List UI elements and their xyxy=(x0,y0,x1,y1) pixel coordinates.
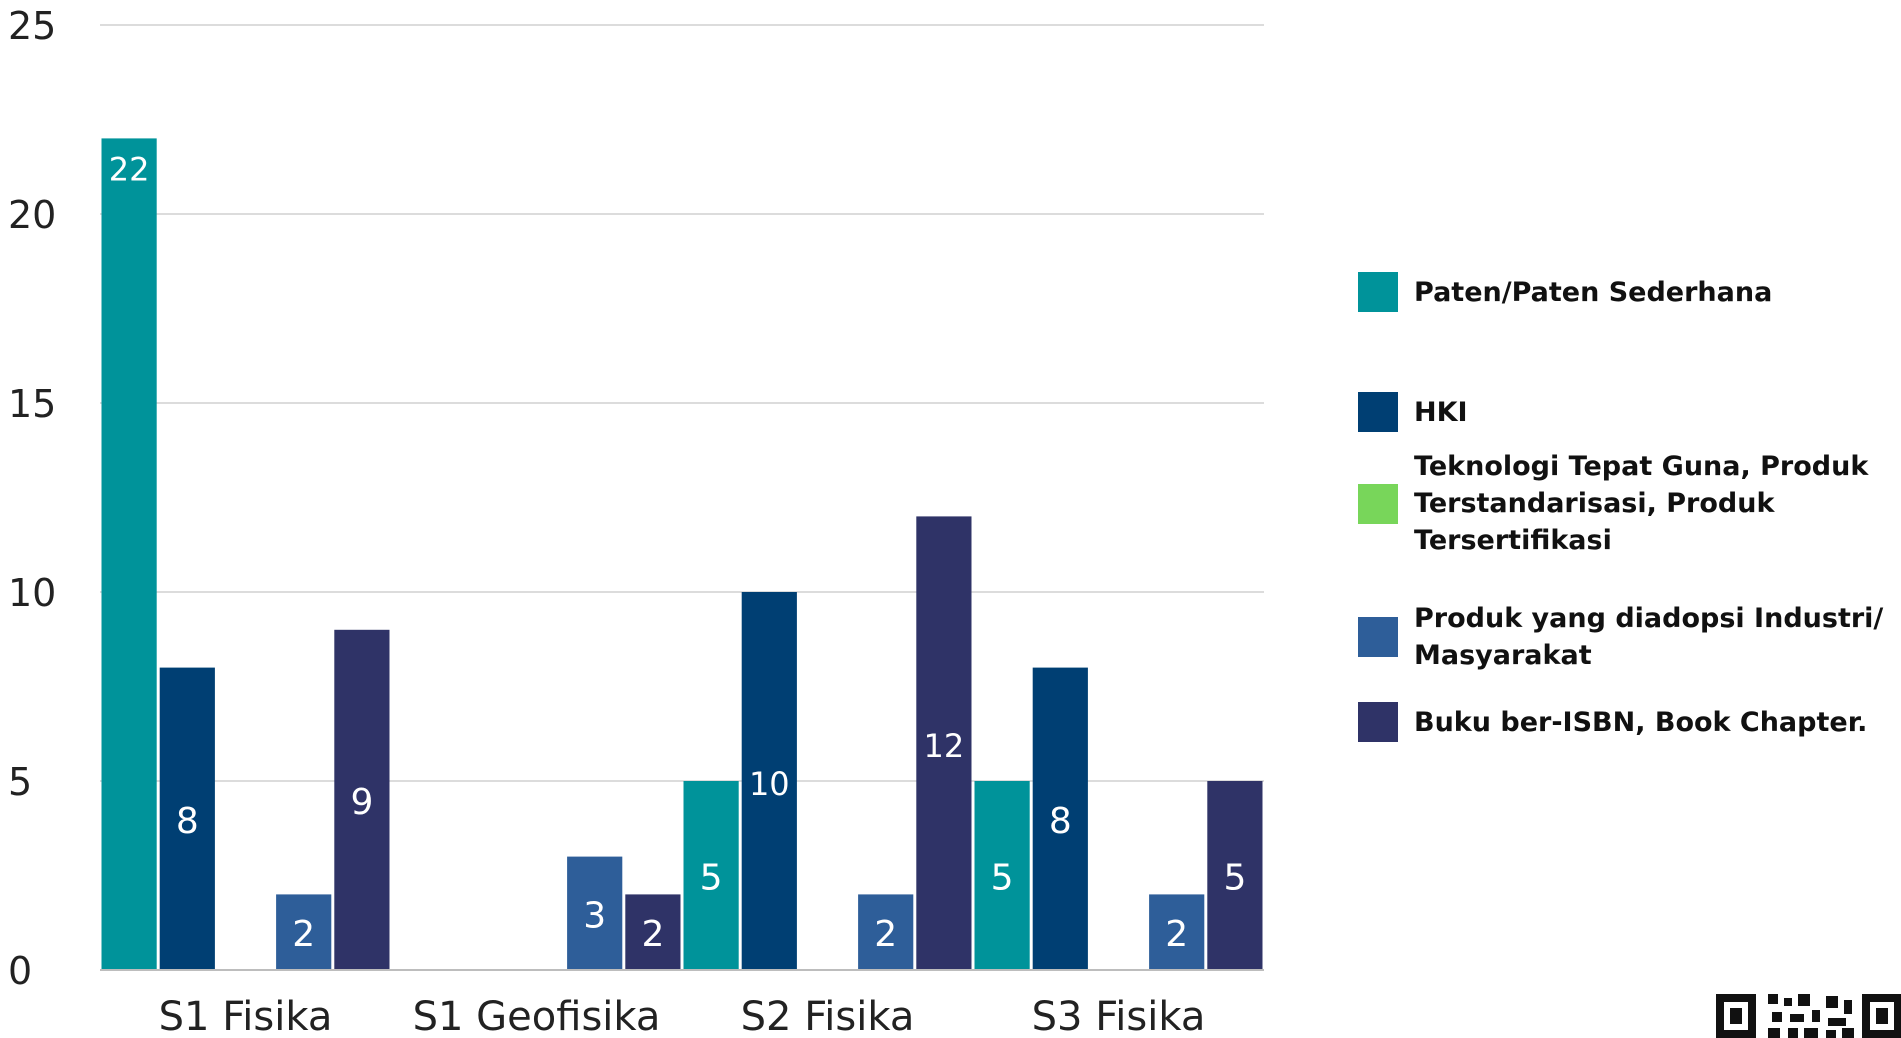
bar-value-label: 10 xyxy=(749,765,790,803)
gridlines xyxy=(100,24,1264,782)
bar xyxy=(101,138,157,970)
y-axis-tick-labels: 0 5 10 15 20 25 xyxy=(8,4,56,993)
bar xyxy=(334,629,390,970)
legend-item-produk: Produk yang diadopsi Industri/ Masyaraka… xyxy=(1358,600,1884,674)
bar xyxy=(1149,894,1205,970)
bar xyxy=(1207,781,1263,970)
legend-swatch-hki xyxy=(1358,392,1398,432)
legend-swatch-produk xyxy=(1358,617,1398,657)
bar-value-label: 5 xyxy=(991,858,1014,899)
bar-value-label: 5 xyxy=(700,858,723,899)
legend-item-paten: Paten/Paten Sederhana xyxy=(1358,272,1772,312)
y-tick-label: 0 xyxy=(8,949,32,993)
bar xyxy=(625,894,681,970)
bar-value-label: 2 xyxy=(1165,914,1188,955)
bar-value-label: 2 xyxy=(874,914,897,955)
legend-label-produk: Produk yang diadopsi Industri/ Masyaraka… xyxy=(1414,603,1884,671)
y-tick-label: 5 xyxy=(8,760,32,804)
x-tick-label: S1 Geofisika xyxy=(413,994,661,1038)
qr-code-icon xyxy=(1716,994,1901,1038)
bars xyxy=(101,138,1263,970)
bar xyxy=(974,781,1030,970)
bar-value-label: 12 xyxy=(924,727,965,765)
legend-swatch-paten xyxy=(1358,272,1398,312)
y-tick-label: 10 xyxy=(8,571,56,615)
legend-label-paten: Paten/Paten Sederhana xyxy=(1414,276,1773,308)
bar-value-label: 2 xyxy=(641,914,664,955)
bar-value-label: 9 xyxy=(350,782,373,823)
bar xyxy=(741,592,797,970)
legend-swatch-teknologi xyxy=(1358,483,1398,524)
legend-item-buku: Buku ber-ISBN, Book Chapter. xyxy=(1358,702,1867,742)
bar-value-label: 5 xyxy=(1223,858,1246,899)
legend-item-hki: HKI xyxy=(1358,392,1468,432)
bar xyxy=(567,856,623,970)
legend-swatch-buku xyxy=(1358,702,1398,742)
y-tick-label: 25 xyxy=(8,4,56,48)
bar-value-label: 2 xyxy=(292,914,315,955)
legend-label-buku: Buku ber-ISBN, Book Chapter. xyxy=(1414,706,1868,738)
y-tick-label: 20 xyxy=(8,193,56,237)
x-axis-category-labels: S1 Fisika S1 Geofisika S2 Fisika S3 Fisika xyxy=(159,994,1206,1038)
bar xyxy=(159,667,215,970)
bar xyxy=(683,781,739,970)
legend-label-teknologi: Teknologi Tepat Guna, Produk Terstandari… xyxy=(1414,451,1869,556)
x-tick-label: S1 Fisika xyxy=(159,994,333,1038)
bar-value-label: 22 xyxy=(109,150,150,188)
bar-value-label: 8 xyxy=(1049,801,1072,842)
bar xyxy=(276,894,332,970)
legend-item-teknologi: Teknologi Tepat Guna, Produk Terstandari… xyxy=(1358,448,1884,559)
x-tick-label: S2 Fisika xyxy=(741,994,915,1038)
bar xyxy=(916,516,972,970)
bar xyxy=(1032,667,1088,970)
legend-label-hki: HKI xyxy=(1414,396,1468,428)
bar-value-label: 8 xyxy=(176,801,199,842)
bar xyxy=(858,894,914,970)
bar-value-label: 3 xyxy=(583,895,606,936)
x-tick-label: S3 Fisika xyxy=(1032,994,1206,1038)
y-tick-label: 15 xyxy=(8,382,56,426)
